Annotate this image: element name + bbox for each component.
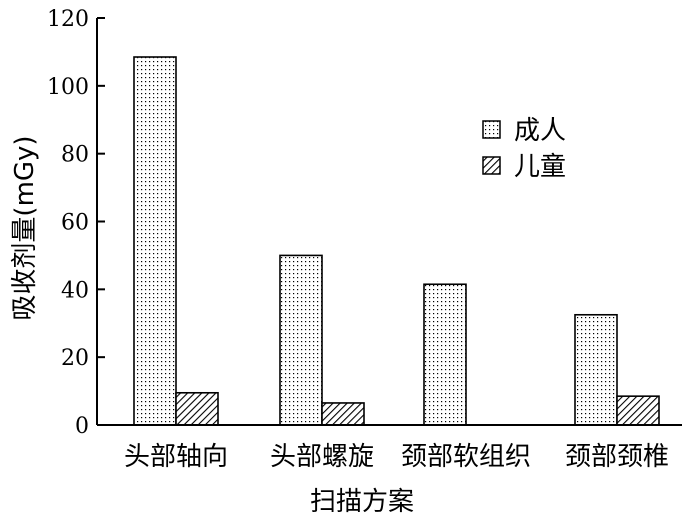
y-tick-label: 20 — [61, 346, 89, 371]
bar-adult-3 — [574, 313, 618, 426]
bar-child-3 — [616, 395, 660, 426]
y-tick-label: 60 — [61, 211, 89, 236]
legend-swatch-adult — [482, 120, 501, 139]
bar-adult-0 — [133, 56, 177, 426]
y-axis-title: 吸收剂量(mGy) — [10, 135, 40, 320]
y-tick-label: 0 — [75, 414, 89, 439]
bar-adult-1 — [279, 254, 323, 426]
legend: 成人 儿童 — [482, 116, 566, 182]
bars — [133, 56, 660, 426]
bar-adult-2 — [423, 283, 467, 426]
x-axis-title: 扫描方案 — [310, 487, 414, 517]
legend-swatch-child — [482, 156, 501, 175]
y-tick-label: 40 — [61, 278, 89, 303]
category-label: 头部轴向 — [124, 442, 228, 472]
category-label: 头部螺旋 — [270, 442, 374, 472]
y-tick-label: 100 — [47, 75, 89, 100]
bar-child-0 — [175, 391, 219, 426]
category-label: 颈部软组织 — [401, 442, 531, 472]
category-label: 颈部颈椎 — [565, 442, 669, 472]
x-axis-category-labels: 头部轴向 头部螺旋 颈部软组织 颈部颈椎 — [124, 442, 669, 472]
legend-label-adult: 成人 — [514, 116, 566, 146]
legend-label-child: 儿童 — [514, 152, 566, 182]
y-tick-label: 120 — [47, 7, 89, 32]
bar-child-1 — [321, 402, 365, 426]
y-tick-label: 80 — [61, 143, 89, 168]
y-axis-ticks: 0 20 40 60 80 100 120 — [47, 7, 105, 439]
